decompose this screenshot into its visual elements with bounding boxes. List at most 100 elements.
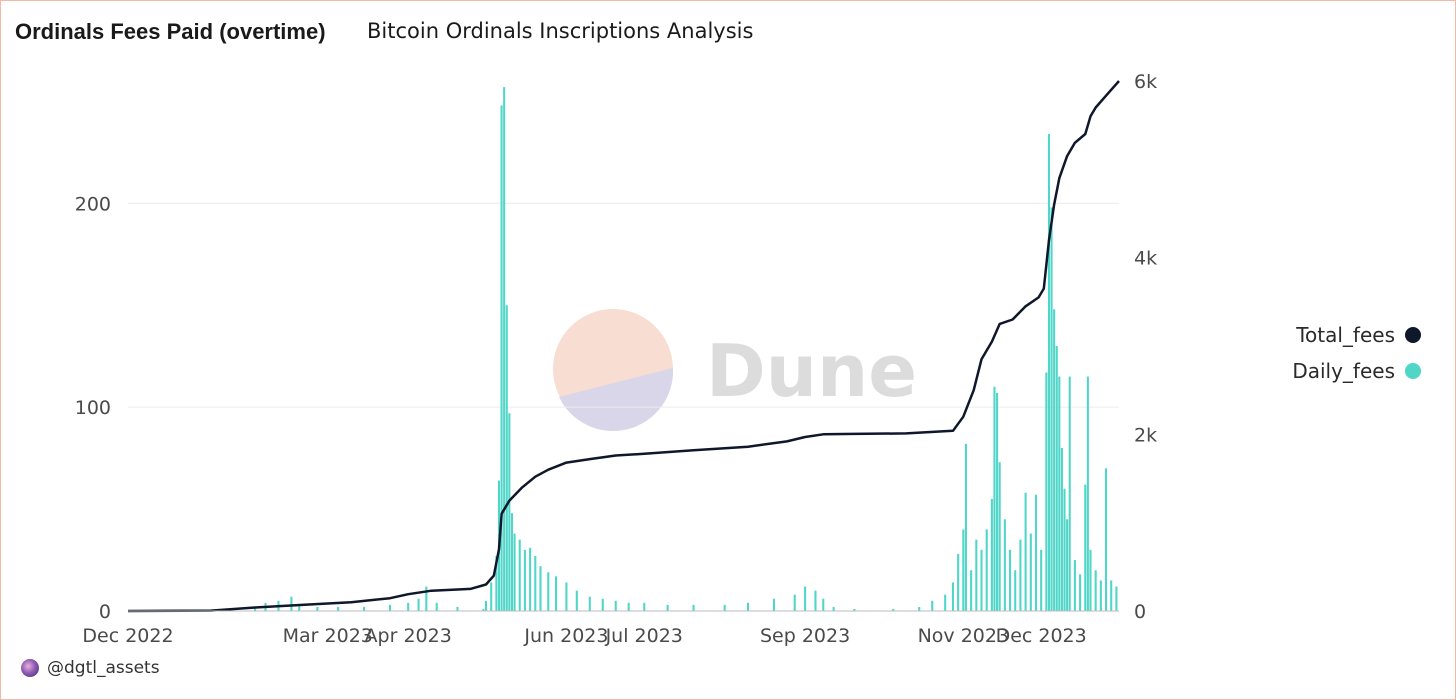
bar: [523, 549, 526, 611]
bar: [482, 608, 485, 611]
bar: [993, 386, 996, 611]
bar: [804, 586, 807, 611]
x-tick-label: Jun 2023: [523, 625, 608, 647]
legend-label-daily-fees: Daily_fees: [1292, 359, 1395, 383]
bar: [490, 582, 493, 611]
legend-item-total-fees[interactable]: Total_fees: [1292, 317, 1421, 353]
bar: [417, 598, 420, 611]
bar: [772, 598, 776, 611]
legend-dot-icon: [1405, 363, 1421, 379]
bar: [1089, 549, 1092, 611]
bar: [1009, 549, 1012, 611]
bar: [575, 590, 578, 611]
bar: [931, 600, 934, 611]
bar: [692, 604, 695, 611]
x-tick-label: Mar 2023: [283, 625, 373, 647]
bar: [505, 305, 508, 611]
y-right-tick-label: 0: [1134, 601, 1146, 623]
x-tick-label: Apr 2023: [365, 625, 452, 647]
bar: [853, 608, 856, 611]
dune-watermark: Dune: [553, 309, 917, 432]
y-right-tick-label: 4k: [1134, 248, 1157, 270]
bar: [601, 598, 604, 611]
legend: Total_fees Daily_fees: [1292, 317, 1421, 389]
bar: [316, 606, 319, 611]
bar: [746, 602, 750, 611]
total-fees-line: [127, 80, 1120, 613]
bar: [435, 602, 438, 611]
bar: [951, 582, 955, 611]
bar: [290, 596, 293, 611]
bar: [892, 608, 895, 611]
bar: [944, 594, 947, 611]
legend-label-total-fees: Total_fees: [1296, 323, 1395, 347]
bar: [1104, 468, 1108, 611]
bar: [529, 547, 532, 611]
bar: [614, 600, 617, 611]
bar: [508, 413, 511, 611]
bar: [1086, 376, 1089, 611]
chart-subtitle: Bitcoin Ordinals Inscriptions Analysis: [367, 19, 754, 43]
bar: [534, 555, 537, 611]
bar: [484, 600, 488, 611]
x-tick-label: Nov 2023: [918, 625, 1009, 647]
bar: [1050, 207, 1053, 611]
watermark-text: Dune: [706, 329, 917, 413]
bar: [1094, 570, 1097, 611]
x-tick-label: Dec 2022: [82, 625, 173, 647]
bar: [1024, 492, 1027, 611]
bar: [513, 533, 516, 611]
bar: [1003, 519, 1006, 611]
y-right-tick-label: 6k: [1134, 71, 1157, 93]
bar: [666, 604, 669, 611]
bar: [975, 539, 978, 611]
bar: [425, 586, 428, 611]
bar: [832, 606, 835, 611]
bar: [1040, 549, 1043, 611]
bar: [547, 572, 550, 611]
bar: [363, 606, 366, 611]
bar: [970, 570, 973, 611]
y-left-tick-label: 100: [75, 397, 111, 419]
bar: [500, 105, 503, 611]
bar: [1066, 519, 1069, 611]
bar: [1068, 376, 1071, 611]
bar: [1034, 494, 1038, 611]
bar: [495, 555, 498, 611]
bar: [456, 606, 459, 611]
bar: [1063, 488, 1066, 611]
bar: [985, 529, 988, 611]
y-left-tick-label: 200: [75, 193, 111, 215]
bar: [814, 590, 817, 611]
bar: [388, 604, 392, 611]
total-fees-line-layer: [127, 80, 1120, 613]
bar: [822, 598, 825, 611]
author-credit[interactable]: @dgtl_assets: [21, 658, 160, 678]
bar: [918, 606, 921, 611]
x-tick-label: Dec 2023: [996, 625, 1087, 647]
daily-fees-bars: [222, 87, 1118, 612]
bar: [1110, 580, 1113, 611]
legend-item-daily-fees[interactable]: Daily_fees: [1292, 353, 1421, 389]
bar: [254, 606, 257, 611]
bar: [1060, 447, 1063, 611]
y-left-tick-label: 0: [99, 601, 111, 623]
bar: [1014, 570, 1017, 611]
bar: [964, 443, 967, 611]
bar: [539, 566, 542, 611]
bar: [1055, 346, 1058, 611]
bar: [588, 596, 591, 611]
bar: [555, 576, 558, 611]
bar: [996, 392, 999, 611]
bar: [627, 602, 630, 611]
bar: [723, 604, 726, 611]
bar: [1099, 580, 1102, 611]
bar: [957, 553, 960, 611]
bar: [793, 594, 796, 611]
bar: [1029, 533, 1032, 611]
bar: [1053, 309, 1056, 611]
grid-lines: [128, 202, 1119, 408]
